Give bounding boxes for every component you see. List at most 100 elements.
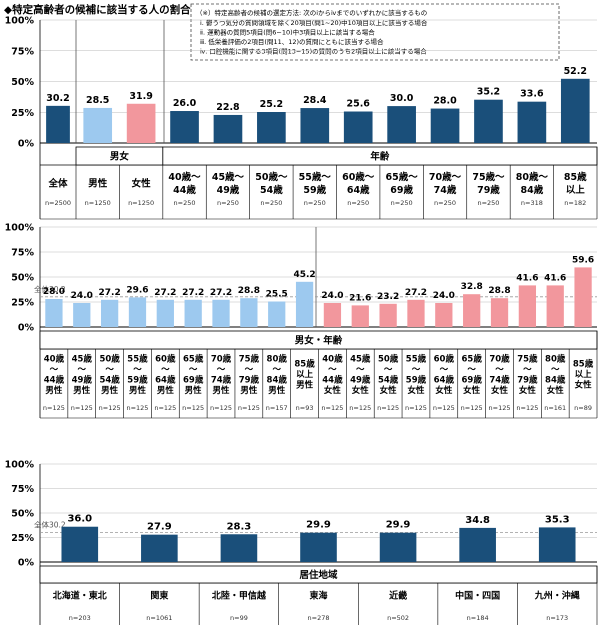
sample-size-label: n=250 xyxy=(304,199,326,207)
category-label: 69歳 xyxy=(390,184,413,196)
category-label: 70歳～ xyxy=(429,171,462,183)
category-label: 54歳 xyxy=(378,374,399,385)
category-label: ～ xyxy=(328,365,337,375)
bar-value-label: 28.3 xyxy=(227,521,252,532)
category-label: 女性 xyxy=(519,385,537,396)
bar xyxy=(257,112,286,143)
category-label: 69歳 xyxy=(183,374,204,385)
bar-value-label: 41.6 xyxy=(544,273,566,283)
bar-value-label: 34.8 xyxy=(465,515,490,526)
bar-value-label: 36.0 xyxy=(67,514,92,525)
category-label: 50歳 xyxy=(99,353,120,364)
sample-size-label: n=125 xyxy=(154,404,176,412)
bar-value-label: 33.6 xyxy=(520,89,544,100)
category-label: 60歳～ xyxy=(342,171,375,183)
y-tick-label: 0% xyxy=(18,139,35,150)
category-label: 55歳～ xyxy=(299,171,332,183)
bar-value-label: 27.2 xyxy=(210,288,232,298)
bar xyxy=(213,114,243,143)
category-label: 男性 xyxy=(296,380,314,391)
category-label: ～ xyxy=(133,365,142,375)
category-label: 北陸・甲信越 xyxy=(212,590,267,602)
sample-size-label: n=250 xyxy=(260,199,282,207)
page-title: ◆特定高齢者の候補に該当する人の割合 xyxy=(4,4,191,16)
group-band-label: 居住地域 xyxy=(299,569,338,581)
bar xyxy=(156,299,174,327)
bar-value-label: 35.2 xyxy=(477,87,500,98)
bar xyxy=(518,285,537,327)
reference-label: 全体30.2 xyxy=(34,519,66,529)
bar-value-label: 41.6 xyxy=(516,273,538,283)
category-label: 65歳 xyxy=(183,353,204,364)
category-label: 60歳 xyxy=(434,353,455,364)
category-label: 54歳 xyxy=(260,184,283,196)
bar-value-label: 23.2 xyxy=(377,292,399,302)
bar xyxy=(430,108,460,143)
bar xyxy=(323,303,342,327)
category-label: 九州・沖縄 xyxy=(534,590,580,602)
category-label: 以上 xyxy=(575,369,593,380)
category-label: 65歳 xyxy=(462,353,483,364)
category-label: 女性 xyxy=(380,385,398,396)
bar-value-label: 27.2 xyxy=(405,288,427,298)
bar xyxy=(474,99,503,143)
bar-value-label: 28.5 xyxy=(86,95,109,106)
bar-value-label: 27.2 xyxy=(154,288,176,298)
category-label: 70歳 xyxy=(211,353,232,364)
bar-value-label: 28.8 xyxy=(488,286,510,296)
bar-value-label: 25.5 xyxy=(266,290,288,300)
bar xyxy=(387,106,416,143)
category-label: 男性 xyxy=(268,385,286,396)
category-label: 55歳 xyxy=(127,353,148,364)
bar xyxy=(126,103,156,143)
bar xyxy=(435,303,453,327)
sample-size-label: n=250 xyxy=(174,199,196,207)
method-notes: （※）特定高齢者の候補の選定方法: 次のⅰからⅳまでのいずれかに該当するものⅰ.… xyxy=(190,3,560,61)
bar-value-label: 27.2 xyxy=(182,288,204,298)
bar xyxy=(295,281,314,327)
category-label: 近畿 xyxy=(389,590,407,602)
category-label: 60歳 xyxy=(155,353,176,364)
bar-value-label: 35.3 xyxy=(545,514,570,525)
bar-value-label: 28.8 xyxy=(238,286,260,296)
bar-value-label: 32.8 xyxy=(461,282,483,292)
bar-value-label: 30.0 xyxy=(390,93,414,104)
category-label: ～ xyxy=(467,365,476,375)
category-label: 85歳 xyxy=(573,359,594,370)
method-notes-line: ⅱ. 運動器の質問5項目(問6~10)中3項目以上に該当する場合 xyxy=(200,28,375,37)
category-label: 74歳 xyxy=(489,374,510,385)
bar-value-label: 31.9 xyxy=(129,91,152,102)
bar xyxy=(517,101,547,143)
category-label: ～ xyxy=(78,365,87,375)
category-label: 男性 xyxy=(240,385,258,396)
y-tick-label: 75% xyxy=(11,484,34,495)
category-label: 59歳 xyxy=(406,374,427,385)
bar-value-label: 28.0 xyxy=(43,287,65,297)
sample-size-label: n=250 xyxy=(347,199,369,207)
category-label: 女性 xyxy=(463,385,481,396)
category-label: 49歳 xyxy=(217,184,240,196)
group-band-label: 男女・年齢 xyxy=(295,335,343,347)
sample-size-label: n=125 xyxy=(405,404,427,412)
category-label: 50歳～ xyxy=(255,171,288,183)
category-label: 男性 xyxy=(73,385,91,396)
group-band-label: 男女 xyxy=(110,151,130,163)
method-notes-line: ⅲ. 低栄養評価の2項目(問11、12)の質問にともに該当する場合 xyxy=(200,37,384,46)
bar-value-label: 29.6 xyxy=(126,285,148,295)
sample-size-label: n=125 xyxy=(182,404,204,412)
category-label: 80歳～ xyxy=(516,171,549,183)
category-label: 75歳 xyxy=(517,353,538,364)
bar xyxy=(141,534,178,562)
category-label: 50歳 xyxy=(378,353,399,364)
bar xyxy=(459,527,496,562)
bar-value-label: 29.9 xyxy=(386,520,411,531)
category-label: ～ xyxy=(245,365,254,375)
sample-size-label: n=125 xyxy=(43,404,65,412)
bar xyxy=(100,299,119,327)
y-tick-label: 0% xyxy=(18,323,35,334)
bar-value-label: 59.6 xyxy=(572,255,594,265)
sample-size-label: n=250 xyxy=(217,199,239,207)
sample-size-label: n=125 xyxy=(238,404,260,412)
category-label: 関東 xyxy=(150,590,168,602)
